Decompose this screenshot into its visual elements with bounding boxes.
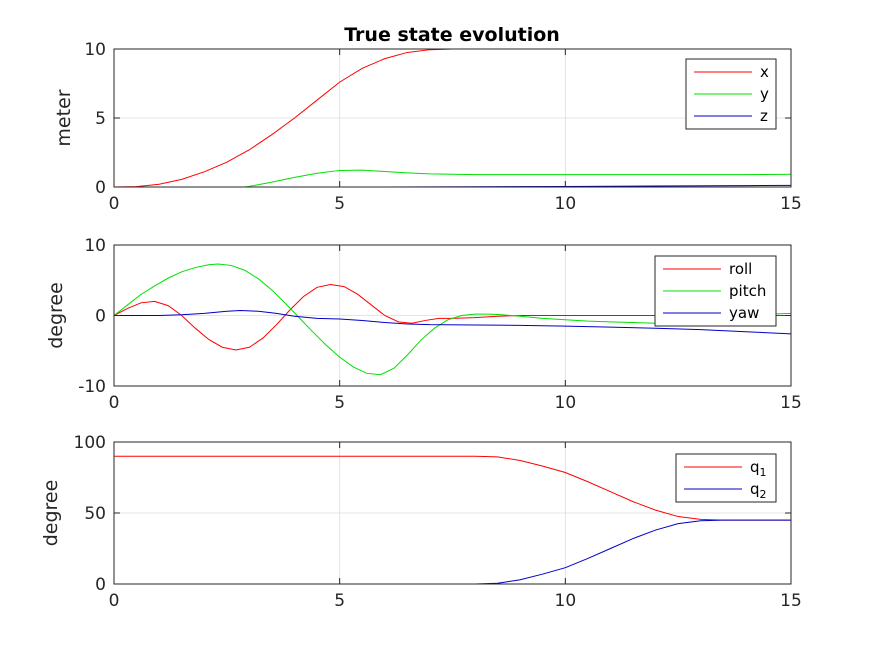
legend-label: yaw: [729, 304, 759, 322]
x-tick-label: 0: [109, 194, 120, 214]
legend-label: x: [760, 63, 769, 81]
y-tick-label: 10: [84, 40, 106, 60]
figure-title: True state evolution: [344, 24, 560, 46]
x-tick-label: 5: [334, 393, 345, 413]
y-tick-label: 0: [95, 178, 106, 198]
x-tick-label: 15: [780, 393, 802, 413]
x-tick-label: 5: [334, 194, 345, 214]
y-tick-label: 0: [95, 307, 106, 327]
legend-box: [675, 453, 777, 503]
chart-panel-1: 0 5 10 15 0 5 10 meter xyz: [53, 40, 802, 214]
series-line-q2: [114, 519, 791, 584]
series-line-q1: [114, 455, 791, 521]
x-tick-label: 15: [780, 194, 802, 214]
series-line-yaw: [114, 310, 791, 335]
x-tick-label: 10: [555, 194, 577, 214]
y-tick-label: 5: [95, 109, 106, 129]
x-tick-label: 5: [334, 591, 345, 611]
y-tick-label: -10: [78, 377, 106, 397]
x-tick-label: 0: [109, 393, 120, 413]
series-line-roll: [114, 283, 791, 351]
legend-label: y: [760, 85, 769, 103]
y-axis-label: degree: [40, 480, 62, 547]
legend-label: z: [760, 107, 768, 125]
x-tick-label: 10: [555, 393, 577, 413]
series-line-x: [114, 49, 644, 187]
y-tick-label: 0: [95, 575, 106, 595]
x-tick-label: 10: [555, 591, 577, 611]
y-tick-label: 50: [84, 504, 106, 524]
x-tick-label: 0: [109, 591, 120, 611]
legend-label: pitch: [729, 282, 766, 300]
x-tick-label: 15: [780, 591, 802, 611]
y-tick-label: 10: [84, 236, 106, 256]
y-axis-label: meter: [53, 89, 75, 146]
series-line-y: [114, 169, 791, 187]
series-line-pitch: [114, 263, 791, 376]
y-axis-label: degree: [45, 282, 67, 349]
legend-label: roll: [729, 260, 752, 278]
y-tick-label: 100: [74, 433, 106, 453]
